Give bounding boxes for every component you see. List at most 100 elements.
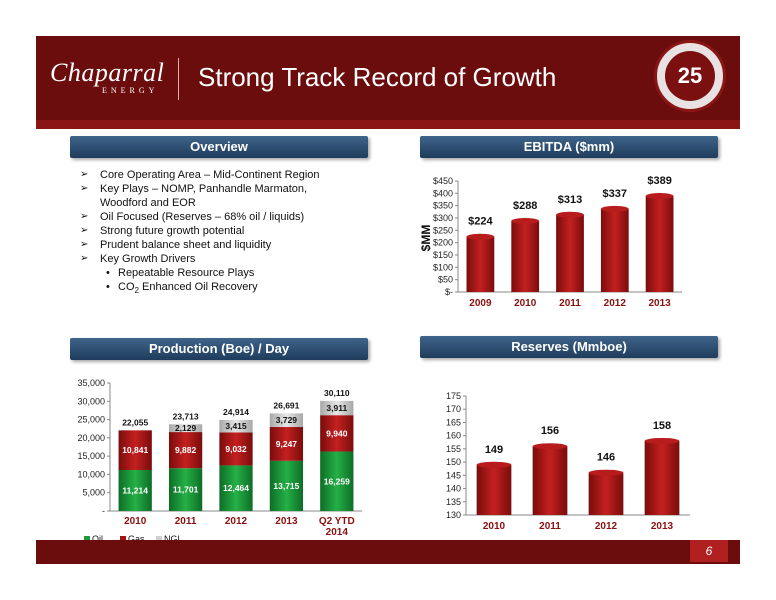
stacked-bar-segment: [168, 432, 203, 469]
arrow-bullet-icon: ➢: [80, 169, 89, 180]
bullet-text: Key Growth Drivers: [100, 253, 196, 265]
x-tick-label: 2011: [559, 298, 581, 309]
stacked-bar-segment: [168, 468, 203, 511]
x-tick-label: 2012: [225, 516, 248, 527]
y-tick-label: $400: [433, 188, 453, 198]
total-label: 24,914: [223, 407, 249, 417]
segment-label: 9,940: [326, 428, 348, 438]
y-tick-label: 155: [446, 444, 461, 454]
stacked-bar-segment: [320, 415, 354, 452]
bullet-text: Repeatable Resource Plays: [118, 267, 255, 279]
header-bar: [36, 36, 740, 120]
legend-label: Oil: [92, 534, 103, 544]
bar: [644, 440, 680, 515]
data-label: $224: [468, 216, 493, 228]
x-tick-label: 2010: [483, 521, 506, 532]
bar-cap: [511, 217, 540, 224]
y-tick-label: 145: [446, 470, 461, 480]
y-tick-label: $50: [438, 275, 453, 285]
bar: [511, 220, 540, 292]
logo-divider: [178, 58, 179, 100]
list-item: Woodford and EOR: [78, 196, 378, 210]
x-tick-label: 2011: [539, 521, 561, 532]
header-accent-bar: [36, 120, 740, 129]
segment-label: 9,032: [225, 444, 247, 454]
legend-swatch: [156, 536, 162, 542]
bar: [600, 208, 629, 292]
y-tick-label: 175: [446, 391, 461, 401]
segment-label: 2,129: [175, 423, 197, 433]
y-tick-label: $-: [445, 287, 453, 297]
arrow-bullet-icon: ➢: [80, 211, 89, 222]
segment-label: 13,715: [273, 481, 299, 491]
arrow-bullet-icon: ➢: [80, 183, 89, 194]
segment-label: 11,214: [122, 485, 148, 495]
sub-list-item: • CO2 Enhanced Oil Recovery: [78, 280, 378, 298]
x-tick-label: 2009: [469, 298, 492, 309]
data-label: 149: [485, 444, 503, 456]
y-tick-label: 10,000: [77, 469, 105, 479]
x-tick-label: 2013: [648, 298, 671, 309]
y-tick-label: 5,000: [82, 488, 105, 498]
data-label: 156: [541, 425, 559, 437]
list-item: ➢ Key Growth Drivers: [78, 252, 378, 266]
total-label: 30,110: [324, 388, 350, 398]
bullet-text: Core Operating Area – Mid-Continent Regi…: [100, 169, 320, 181]
bar-cap: [466, 233, 495, 240]
data-label: 158: [653, 420, 671, 432]
logo-wordmark: Chaparral: [50, 58, 165, 87]
bullet-text: Key Plays – NOMP, Panhandle Marmaton,: [100, 183, 308, 195]
y-tick-label: 130: [446, 510, 461, 520]
y-tick-label: $350: [433, 201, 453, 211]
x-tick-label: Q2 YTD: [319, 516, 355, 527]
bar-cap: [600, 205, 629, 212]
logo-subtext: ENERGY: [102, 86, 159, 95]
bar: [645, 196, 674, 292]
x-tick-label: 2010: [514, 298, 537, 309]
segment-label: 16,259: [324, 476, 350, 486]
stacked-bar-segment: [269, 413, 304, 428]
dot-bullet-icon: •: [106, 267, 110, 279]
bar: [532, 446, 568, 515]
legend-label: Gas: [128, 534, 145, 544]
bullet-text: Woodford and EOR: [100, 197, 196, 209]
stacked-bar-segment: [320, 451, 354, 511]
bar: [588, 472, 624, 515]
bullet-text: Oil Focused (Reserves – 68% oil / liquid…: [100, 211, 305, 223]
dot-bullet-icon: •: [106, 281, 110, 293]
y-tick-label: $450: [433, 176, 453, 186]
segment-label: 12,464: [223, 483, 249, 493]
y-tick-label: $150: [433, 250, 453, 260]
y-tick-label: $100: [433, 262, 453, 272]
bar-cap: [645, 193, 674, 200]
list-item: ➢ Core Operating Area – Mid-Continent Reg…: [78, 168, 378, 182]
bullet-text: Prudent balance sheet and liquidity: [100, 239, 272, 251]
ebitda-heading: EBITDA ($mm): [420, 136, 718, 158]
bar-cap: [644, 437, 680, 444]
list-item: ➢ Key Plays – NOMP, Panhandle Marmaton,: [78, 182, 378, 196]
legend-swatch: [84, 536, 90, 542]
arrow-bullet-icon: ➢: [80, 225, 89, 236]
data-label: $337: [603, 188, 627, 200]
segment-label: 3,729: [276, 415, 298, 425]
y-tick-label: 20,000: [77, 433, 105, 443]
subscript-text: 2: [134, 286, 139, 296]
seal-number: 25: [665, 51, 715, 101]
anniversary-seal: 25: [654, 40, 726, 112]
y-tick-label: 30,000: [77, 396, 105, 406]
stacked-bar-segment: [118, 430, 152, 470]
x-tick-label: 2012: [604, 298, 627, 309]
stacked-bar-segment: [118, 469, 152, 511]
overview-heading: Overview: [70, 136, 368, 158]
legend-swatch: [120, 536, 126, 542]
total-label: 26,691: [273, 400, 299, 410]
x-tick-label: 2013: [651, 521, 674, 532]
y-axis-title: $MM: [419, 225, 433, 252]
x-tick-label: 2013: [275, 516, 298, 527]
bar-cap: [532, 443, 568, 450]
company-logo: Chaparral ENERGY: [50, 58, 164, 95]
arrow-bullet-icon: ➢: [80, 253, 89, 264]
reserves-heading: Reserves (Mmboe): [420, 336, 718, 358]
y-tick-label: 165: [446, 417, 461, 427]
stacked-bar-segment: [168, 424, 203, 433]
